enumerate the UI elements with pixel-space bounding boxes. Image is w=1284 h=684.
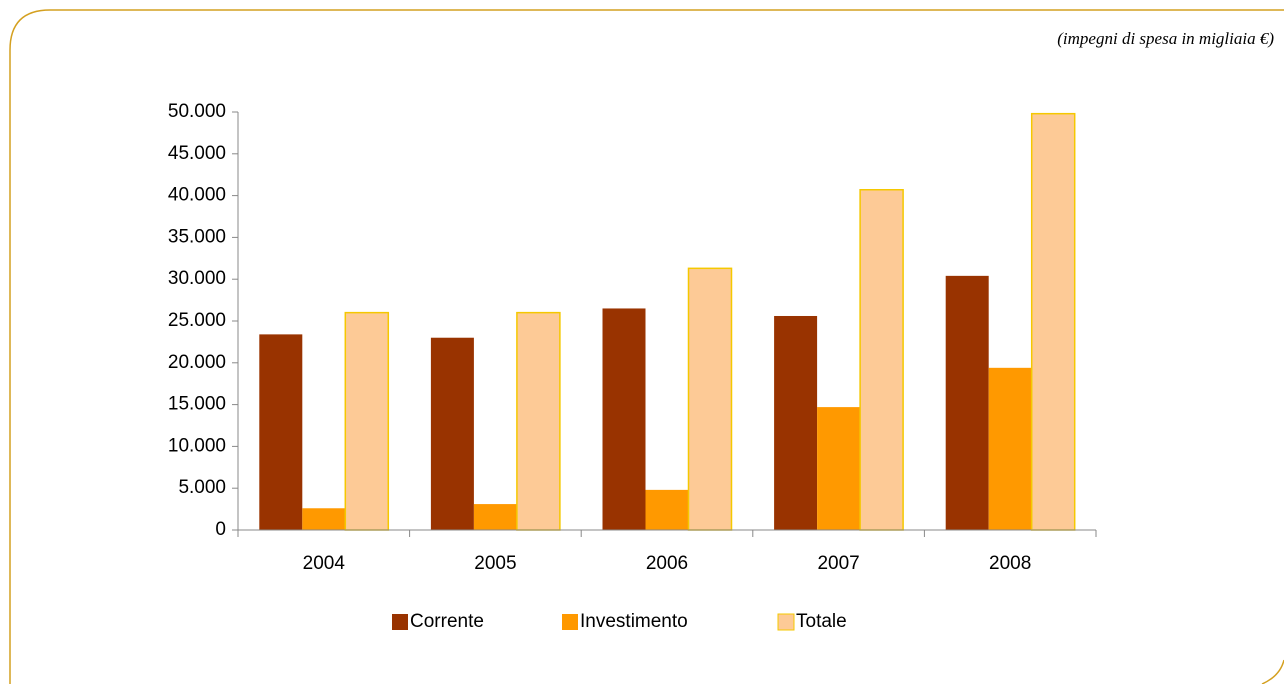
bar [473,504,517,530]
bar [859,188,904,531]
bar [645,489,689,530]
y-tick-label: 5.000 [178,477,226,498]
bar [259,334,303,530]
legend-swatch [777,613,795,631]
y-tick-label: 35.000 [168,226,226,247]
x-tick-label: 2008 [989,553,1031,574]
bar [1030,112,1076,531]
bar [516,311,561,531]
chart-subtitle: (impegni di spesa in migliaia €) [1057,29,1274,48]
y-tick-label: 20.000 [168,352,226,373]
x-tick-label: 2006 [646,553,688,574]
bar [988,367,1032,530]
x-tick-label: 2004 [303,553,346,574]
bar [602,308,646,530]
frame-corner [1261,659,1284,684]
legend-swatch [392,614,408,630]
y-tick-label: 10.000 [168,435,226,456]
bar [774,315,818,530]
y-tick-label: 30.000 [168,268,226,289]
legend-label: Corrente [410,611,484,632]
bar [302,508,346,530]
y-tick-label: 45.000 [168,143,226,164]
bar [344,311,390,531]
legend-label: Investimento [580,611,688,632]
y-tick-label: 40.000 [168,185,226,206]
y-tick-label: 25.000 [168,310,226,331]
x-tick-label: 2007 [817,553,859,574]
y-tick-label: 0 [215,519,226,540]
legend-swatch [562,614,578,630]
bar [945,275,989,530]
bar [430,337,474,530]
y-tick-label: 50.000 [168,101,226,122]
frame [9,9,1284,684]
bar [817,407,861,530]
x-tick-label: 2005 [474,553,516,574]
bar [687,267,733,531]
legend-label: Totale [796,611,847,632]
y-tick-label: 15.000 [168,394,226,415]
